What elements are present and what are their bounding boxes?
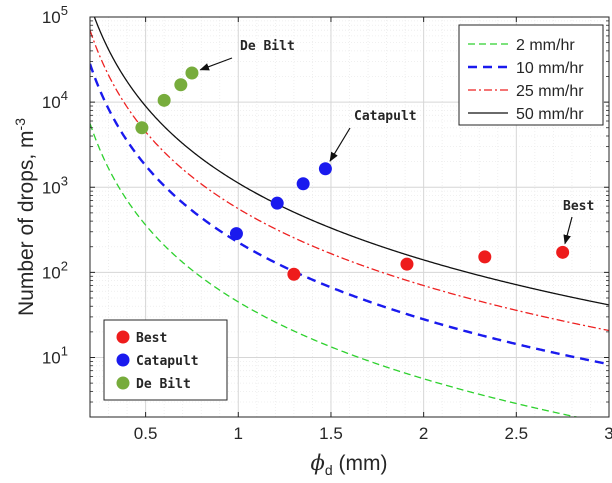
y-axis-label-text: Number of drops, m — [15, 130, 38, 316]
points-legend: Best Catapult De Bilt — [103, 319, 228, 401]
data-point — [287, 267, 301, 281]
data-point — [157, 93, 171, 107]
series-line — [90, 63, 609, 366]
data-point — [135, 121, 149, 135]
y-tick-label: 103 — [42, 173, 68, 197]
data-point — [556, 245, 570, 259]
plot-frame — [89, 16, 610, 418]
line-legend: 2 mm/hr 10 mm/hr 25 mm/hr 50 mm/hr — [458, 24, 604, 126]
data-point — [270, 196, 284, 210]
curves — [90, 17, 609, 417]
y-axis-label: Number of drops, m-3 — [12, 118, 38, 316]
annotation-label: Best — [563, 199, 594, 214]
legend-marker — [116, 353, 130, 367]
legend-marker — [116, 376, 130, 390]
legend-label: 2 mm/hr — [516, 37, 575, 54]
x-tick-label: 2 — [419, 424, 428, 443]
data-points — [135, 66, 570, 281]
axis-ticks: 0.5 1 1.5 2 2.5 3 101 102 103 104 105 — [42, 3, 612, 443]
x-tick-label: 2.5 — [505, 424, 529, 443]
y-tick-label: 102 — [42, 258, 68, 282]
y-tick-label: 101 — [42, 344, 68, 368]
legend-label: 10 mm/hr — [516, 60, 584, 77]
line-legend-box — [458, 24, 604, 126]
annotations: De Bilt Catapult Best — [199, 39, 594, 245]
legend-label: De Bilt — [136, 377, 191, 392]
data-point — [400, 257, 414, 271]
legend-label: Catapult — [136, 354, 199, 369]
data-point — [478, 250, 492, 264]
annotation-arrow — [329, 127, 351, 162]
data-point — [229, 227, 243, 241]
legend-marker — [116, 330, 130, 344]
y-tick-label: 104 — [42, 88, 68, 112]
series-line — [93, 17, 609, 306]
series-line — [90, 123, 580, 417]
data-point — [185, 66, 199, 80]
legend-label: 25 mm/hr — [516, 83, 584, 100]
x-axis-subscript: d — [325, 462, 333, 478]
y-axis-label-superscript: -3 — [12, 118, 28, 131]
x-axis-label: ϕd (mm) — [311, 451, 388, 478]
annotation-arrow — [199, 57, 233, 71]
x-tick-label: 0.5 — [134, 424, 158, 443]
legend-label: Best — [136, 331, 167, 346]
data-point — [318, 162, 332, 176]
x-tick-label: 3 — [604, 424, 612, 443]
legend-label: 50 mm/hr — [516, 106, 584, 123]
x-axis-unit: (mm) — [333, 452, 388, 475]
annotation-arrow — [563, 216, 573, 245]
annotation-label: De Bilt — [240, 39, 295, 54]
x-tick-label: 1.5 — [319, 424, 343, 443]
x-axis-symbol: ϕ — [311, 451, 325, 475]
annotation-label: Catapult — [354, 109, 417, 124]
data-point — [174, 78, 188, 92]
series-line — [90, 29, 609, 332]
data-point — [296, 177, 310, 191]
y-tick-label: 105 — [42, 3, 68, 27]
x-tick-label: 1 — [234, 424, 243, 443]
